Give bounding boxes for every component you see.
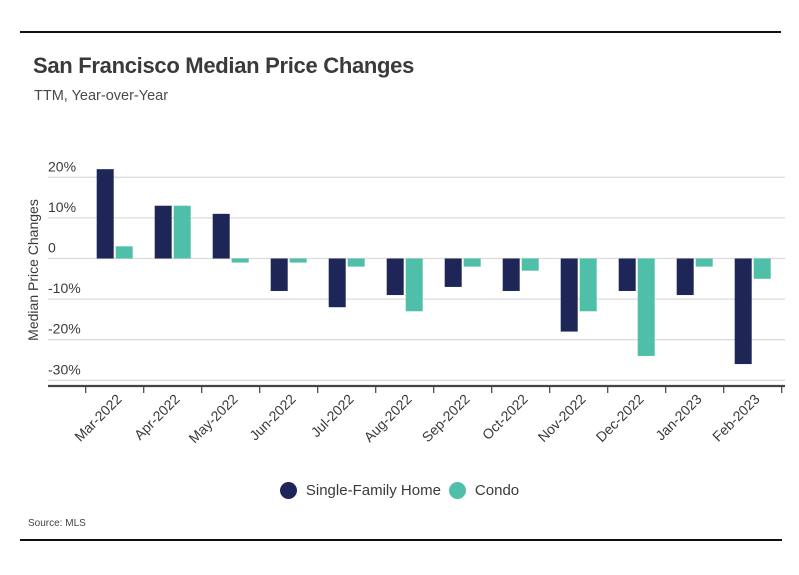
bar-condo (289, 258, 307, 263)
y-tick-label: -30% (48, 361, 81, 377)
bar-single-family-home (328, 258, 346, 308)
x-tick-label: Nov-2022 (535, 391, 589, 445)
x-axis (48, 384, 785, 393)
legend-item-single-family-home[interactable]: Single-Family Home (279, 482, 441, 499)
bar-single-family-home (212, 213, 230, 259)
x-tick-label: Jun-2022 (246, 391, 299, 444)
x-tick-label: May-2022 (185, 391, 240, 446)
legend-marker-single-family-home (279, 482, 297, 499)
x-tick-label: Mar-2022 (71, 391, 125, 445)
bar-single-family-home (618, 258, 636, 291)
x-tick-label: Apr-2022 (131, 391, 183, 443)
bar-condo (173, 205, 191, 259)
x-axis-tick-labels: Mar-2022 Apr-2022 May-2022 Jun-2022 Jul-2022… (71, 391, 763, 446)
bar-condo (231, 258, 249, 263)
bottom-rule (20, 539, 782, 541)
bar-condo (463, 258, 481, 267)
legend: Single-Family Home Condo (0, 482, 799, 499)
legend-item-condo[interactable]: Condo (448, 482, 520, 499)
x-tick-label: Oct-2022 (479, 391, 531, 443)
y-tick-label: -20% (48, 321, 81, 337)
y-tick-label: 20% (48, 158, 76, 174)
bar-single-family-home (676, 258, 694, 296)
source-note: Source: MLS (28, 518, 86, 529)
bar-single-family-home (502, 258, 520, 291)
bar-single-family-home (560, 258, 578, 332)
legend-marker-condo (448, 482, 466, 499)
bar-condo (753, 258, 771, 279)
y-tick-label: -10% (48, 280, 81, 296)
legend-label: Condo (474, 482, 520, 499)
bar-condo (637, 258, 655, 356)
legend-label: Single-Family Home (305, 482, 441, 499)
y-tick-label: 10% (48, 199, 76, 215)
bar-single-family-home (386, 258, 404, 296)
bar-single-family-home (734, 258, 752, 365)
bar-condo (347, 258, 365, 267)
bar-condo (579, 258, 597, 312)
chart-subtitle: TTM, Year-over-Year (34, 88, 169, 104)
x-tick-label: Jan-2023 (652, 391, 705, 444)
x-tick-label: Sep-2022 (419, 391, 473, 445)
bar-condo (405, 258, 423, 312)
y-tick-label: 0 (48, 240, 56, 256)
bar-single-family-home (444, 258, 462, 287)
bar-single-family-home (270, 258, 288, 291)
bar-single-family-home (154, 205, 172, 259)
bar-condo (695, 258, 713, 267)
x-tick-label: Jul-2022 (308, 391, 357, 440)
y-axis-tick-labels: 20% 10% 0 -10% -20% -30% (48, 158, 81, 377)
top-rule (20, 31, 781, 33)
bars (96, 169, 771, 365)
y-axis-title: Median Price Changes (25, 199, 41, 341)
bar-condo (521, 258, 539, 271)
x-tick-label: Dec-2022 (593, 391, 647, 445)
bar-condo (115, 246, 133, 259)
bar-chart: 20% 10% 0 -10% -20% -30% Median Price Changes… (25, 158, 785, 446)
chart-title: San Francisco Median Price Changes (33, 53, 415, 78)
bar-single-family-home (96, 169, 114, 259)
x-tick-label: Feb-2023 (709, 391, 763, 445)
x-tick-label: Aug-2022 (361, 391, 415, 445)
